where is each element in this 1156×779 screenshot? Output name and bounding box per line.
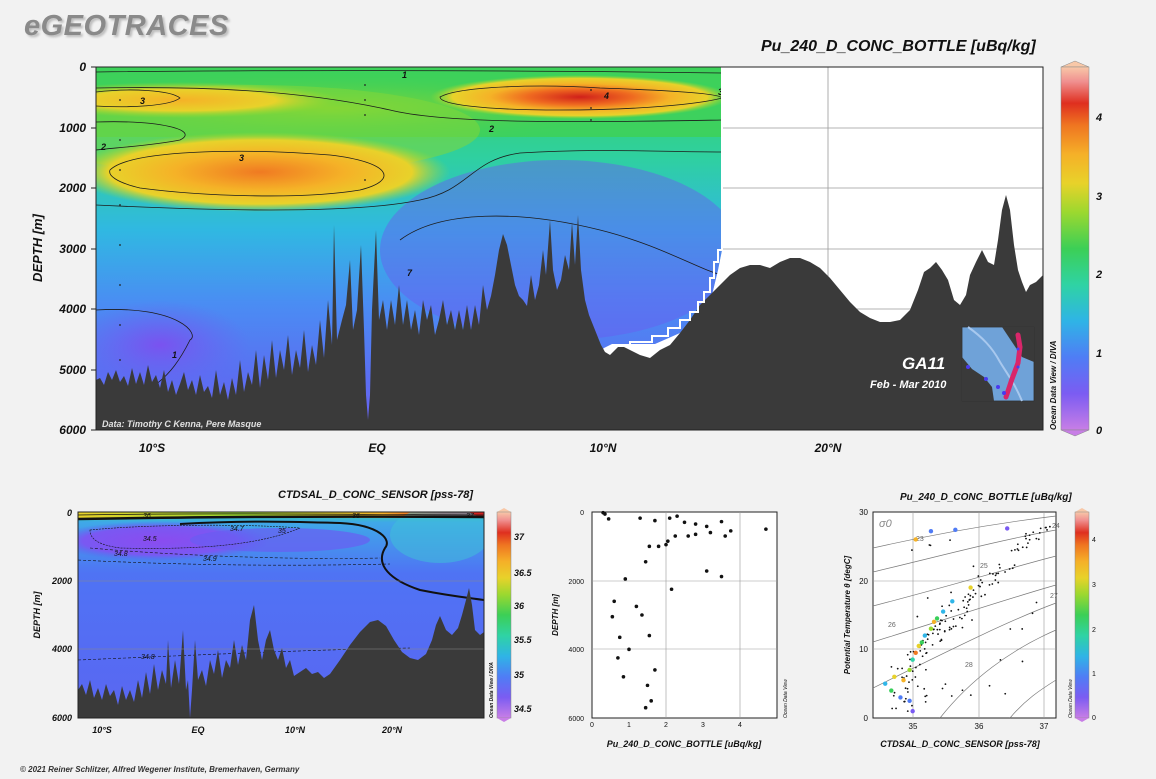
seafloor-bathymetry (96, 195, 1043, 430)
svg-text:2: 2 (100, 142, 106, 152)
svg-text:5000: 5000 (59, 363, 86, 377)
egeotraces-logo: eGEOTRACES (24, 10, 229, 42)
svg-text:EQ: EQ (368, 441, 386, 455)
svg-text:3: 3 (140, 96, 145, 106)
svg-text:3: 3 (1096, 191, 1102, 203)
pu240-field: 1 3 4 3 2 2 3 7 1 (96, 67, 723, 430)
svg-text:4000: 4000 (58, 302, 86, 316)
data-edge (612, 67, 723, 347)
svg-text:0: 0 (79, 60, 86, 74)
svg-text:10°S: 10°S (139, 441, 165, 455)
svg-text:0: 0 (1096, 425, 1103, 437)
ts-title: Pu_240_D_CONC_BOTTLE [uBq/kg] (900, 492, 1072, 503)
copyright-footer: © 2021 Reiner Schlitzer, Alfred Wegener … (20, 765, 300, 774)
svg-text:1: 1 (402, 70, 407, 80)
svg-text:2000: 2000 (58, 181, 86, 195)
svg-text:1000: 1000 (59, 121, 86, 135)
svg-text:2: 2 (1095, 269, 1102, 281)
svg-text:1: 1 (172, 350, 177, 360)
svg-text:7: 7 (407, 268, 413, 278)
svg-text:6000: 6000 (59, 423, 86, 437)
main-colorbar: 4 3 2 1 0 Ocean Data View / DIVA (1049, 60, 1103, 437)
main-chart-title: Pu_240_D_CONC_BOTTLE [uBq/kg] (761, 38, 1036, 55)
main-yticks: 0 1000 2000 3000 4000 5000 6000 (58, 60, 86, 437)
salinity-title: CTDSAL_D_CONC_SENSOR [pss-78] (278, 489, 473, 501)
svg-text:Ocean Data View / DIVA: Ocean Data View / DIVA (1049, 340, 1058, 430)
main-xticks: 10°S EQ 10°N 20°N (139, 441, 842, 455)
svg-text:2: 2 (488, 124, 494, 134)
inset-map (961, 326, 1035, 402)
cruise-period: Feb - Mar 2010 (870, 379, 947, 391)
station-samples (119, 84, 592, 361)
svg-text:20°N: 20°N (814, 441, 842, 455)
svg-text:4: 4 (603, 91, 609, 101)
svg-text:1: 1 (1096, 348, 1102, 360)
section-label: GA11 (902, 354, 945, 373)
main-ylabel: DEPTH [m] (30, 213, 45, 282)
data-credit: Data: Timothy C Kenna, Pere Masque (102, 419, 261, 429)
svg-text:10°N: 10°N (590, 441, 617, 455)
svg-text:4: 4 (1095, 112, 1102, 124)
svg-text:3000: 3000 (59, 242, 86, 256)
svg-text:3: 3 (718, 87, 723, 97)
svg-text:3: 3 (239, 153, 244, 163)
